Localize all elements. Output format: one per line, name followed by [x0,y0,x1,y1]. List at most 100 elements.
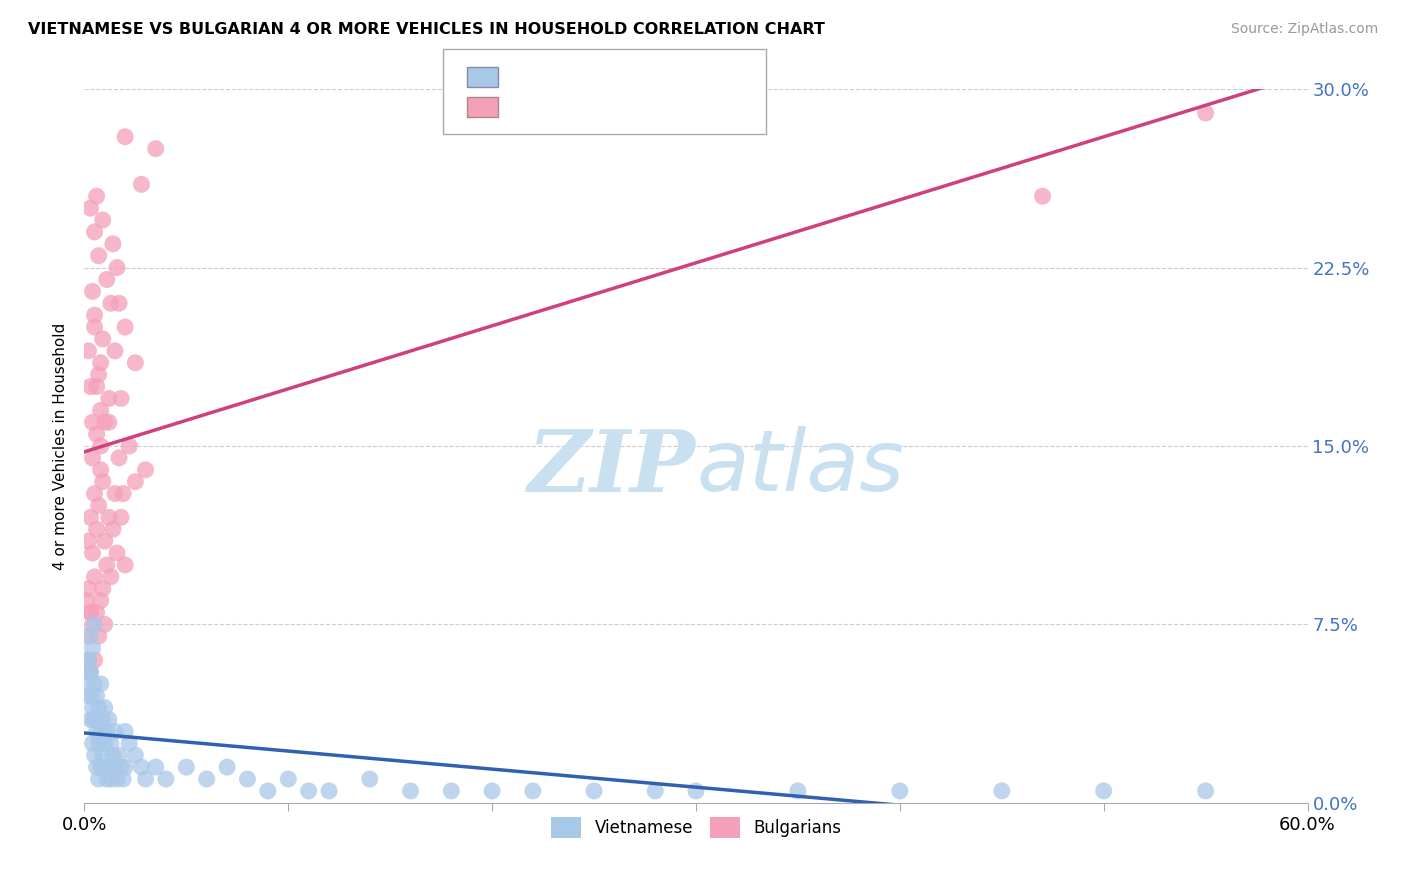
Text: R =  0.573  N = 73: R = 0.573 N = 73 [506,100,671,114]
Point [991,784,1014,798]
Point [90,677,112,691]
Point [1195,784,1218,798]
Point [86,724,108,739]
Text: atlas: atlas [696,425,904,509]
Point [86,189,108,203]
Point [87,629,110,643]
Point [86,427,108,442]
Point [83,713,105,727]
Text: R = -0.365  N = 72: R = -0.365 N = 72 [506,70,671,84]
Point [93,700,115,714]
Point [104,486,127,500]
Point [83,308,105,322]
Point [104,760,127,774]
Point [86,760,108,774]
Point [112,772,135,786]
Point [104,724,127,739]
Point [86,689,108,703]
Point [124,748,146,763]
Point [79,201,101,215]
Point [104,343,127,358]
Point [83,653,105,667]
Point [91,332,114,346]
Point [79,665,101,679]
Point [481,784,503,798]
Point [174,760,197,774]
Point [87,700,110,714]
Point [114,320,136,334]
Point [97,510,120,524]
Point [79,713,101,727]
Point [110,510,132,524]
Point [83,713,105,727]
Point [86,522,108,536]
Text: ZIP: ZIP [529,425,696,509]
Point [108,450,131,465]
Point [114,558,136,572]
Point [83,617,105,632]
Point [257,784,280,798]
Point [90,439,112,453]
Point [96,558,118,572]
Point [83,320,105,334]
Point [79,665,101,679]
Point [93,415,115,429]
Point [91,582,114,596]
Point [100,772,122,786]
Point [787,784,810,798]
Point [583,784,606,798]
Point [77,653,100,667]
Point [82,736,104,750]
Point [114,760,136,774]
Point [91,748,114,763]
Point [77,653,100,667]
Point [96,724,118,739]
Point [90,593,112,607]
Point [90,724,112,739]
Point [97,392,120,406]
Point [685,784,707,798]
Point [93,617,115,632]
Point [644,784,666,798]
Point [82,546,104,560]
Point [1092,784,1115,798]
Point [131,178,153,192]
Point [91,713,114,727]
Point [110,392,132,406]
Point [79,629,101,643]
Point [79,606,101,620]
Point [399,784,422,798]
Point [96,772,118,786]
Point [82,617,104,632]
Point [124,475,146,489]
Point [93,760,115,774]
Point [86,379,108,393]
Point [105,772,128,786]
Point [79,665,101,679]
Point [79,510,101,524]
Point [114,129,136,144]
Point [77,534,100,549]
Point [77,689,100,703]
Point [75,677,97,691]
Point [90,403,112,417]
Point [87,368,110,382]
Point [100,736,122,750]
Point [522,784,544,798]
Point [359,772,381,786]
Point [82,415,104,429]
Point [118,439,141,453]
Point [75,629,97,643]
Point [101,236,124,251]
Point [82,285,104,299]
Point [318,784,340,798]
Point [118,736,141,750]
Text: VIETNAMESE VS BULGARIAN 4 OR MORE VEHICLES IN HOUSEHOLD CORRELATION CHART: VIETNAMESE VS BULGARIAN 4 OR MORE VEHICL… [28,22,825,37]
Point [277,772,299,786]
Point [97,415,120,429]
Point [83,748,105,763]
Point [155,772,177,786]
Point [97,713,120,727]
Y-axis label: 4 or more Vehicles in Household: 4 or more Vehicles in Household [53,322,69,570]
Point [108,296,131,310]
